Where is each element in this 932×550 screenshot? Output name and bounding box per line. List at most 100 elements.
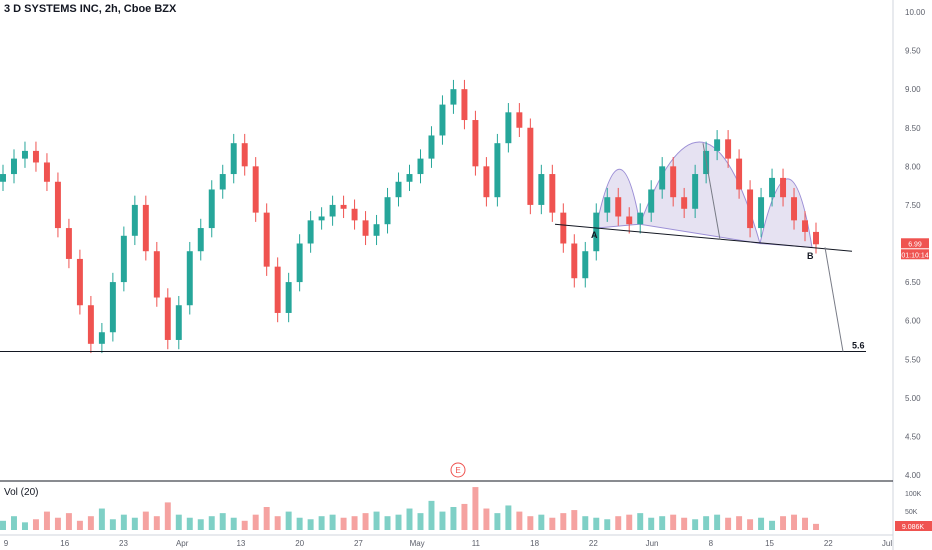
time-tick-label: 20 [295,539,304,548]
volume-bar [340,517,347,530]
time-tick-label: May [410,539,425,548]
volume-bar [417,513,424,530]
price-tick-label: 5.50 [905,355,921,364]
candle-body [186,251,193,306]
price-tick-label: 9.00 [905,85,921,94]
candle-body [450,89,457,105]
candle-body [252,166,259,213]
candle-body [560,212,567,244]
candle-body [175,305,182,340]
target-label: 5.6 [852,341,865,351]
candle-body [296,243,303,283]
candle-body [428,135,435,159]
volume-bar [813,523,819,530]
volume-bar [604,519,611,530]
volume-bar [43,511,50,530]
candle-body [131,204,138,236]
price-tick-label: 4.50 [905,432,921,441]
volume-bar [549,517,556,530]
candle-body [153,251,160,298]
time-tick-label: 13 [236,539,245,548]
volume-bar [296,517,303,530]
volume-bar [571,510,578,530]
volume-bar [274,516,281,530]
volume-bar [483,508,490,530]
volume-bar [318,516,325,530]
candle-body [461,89,468,121]
volume-bar [285,511,292,530]
price-tick-label: 9.50 [905,47,921,56]
volume-bar [351,516,358,530]
candle-body [670,166,677,198]
candle-body [637,212,644,225]
candle-body [626,216,633,225]
candle-body [417,158,424,175]
candle-body [54,181,61,229]
countdown-tag [901,249,929,260]
volume-bar [395,514,402,530]
volume-last-value: 9.086K [902,524,925,531]
volume-bar [384,516,391,530]
candle-body [274,266,281,313]
volume-bar [76,520,83,530]
volume-bar [109,519,116,530]
volume-bar [637,513,644,530]
time-tick-label: 22 [589,539,598,548]
volume-bar [406,508,413,530]
point-a-label: A [591,230,598,240]
price-tick-label: 7.50 [905,201,921,210]
volume-bar [54,517,61,530]
candle-body [142,204,149,252]
volume-bar [461,503,468,530]
volume-bar [373,511,380,530]
right-shoulder [759,178,813,248]
candle-body [516,112,523,128]
candle-body [736,158,743,190]
volume-tick-label: 100K [905,491,922,498]
time-tick-label: 16 [60,539,69,548]
candle-body [472,120,479,167]
volume-bar [692,519,699,530]
volume-bar [65,513,72,530]
volume-bar [241,520,248,530]
candle-body [241,143,248,167]
candle-body [615,197,622,217]
time-tick-label: Jun [646,539,659,548]
price-axis: 10.009.509.008.508.007.507.006.506.005.5… [895,8,932,531]
price-tick-label: 6.50 [905,278,921,287]
candle-body [65,228,72,259]
volume-label: Vol (20) [4,487,39,498]
time-tick-label: 23 [119,539,128,548]
time-tick-label: 9 [4,539,9,548]
volume-bar [725,517,732,530]
volume-bar [527,516,534,530]
volume-bar [439,511,446,530]
time-tick-label: 22 [824,539,833,548]
candle-body [329,204,336,217]
volume-bar [197,519,204,530]
candle-body [285,282,292,313]
candle-body [87,305,94,344]
candle-body [659,166,666,190]
candle-body [714,139,721,151]
time-tick-label: 8 [709,539,714,548]
volume-bar [802,517,808,530]
earnings-marker [450,462,466,478]
candle-body [164,297,171,340]
candle-body [318,216,325,221]
candle-body [780,177,787,198]
neckline [554,223,853,252]
volume-bar [560,513,567,530]
volume-bar [791,514,798,530]
volume-bar [142,511,149,530]
candle-body [76,258,83,306]
candle-body [494,143,501,198]
last-price-value: 6.99 [908,241,922,248]
candle-body [120,235,127,283]
candle-body [582,251,589,279]
projection-line [824,247,844,352]
volume-bar [208,516,215,530]
volume-bar [582,516,589,530]
grid [0,0,894,550]
